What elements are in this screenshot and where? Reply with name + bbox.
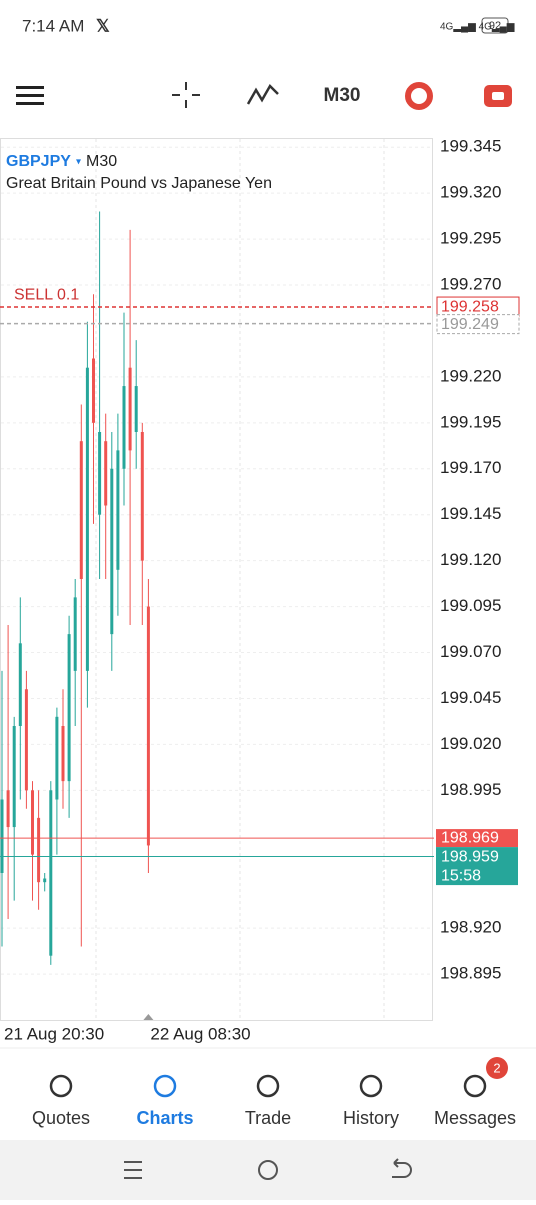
y-tick-label: 199.270 xyxy=(440,274,501,293)
timeframe-button[interactable]: M30 xyxy=(324,85,361,106)
signal: 4G▂▄▆ 4G▂▄▆ xyxy=(440,22,515,34)
bottom-nav xyxy=(0,1048,536,1140)
y-tick-label: 198.895 xyxy=(440,964,501,983)
status-time: 7:14 AM xyxy=(22,16,84,35)
indicators-button[interactable] xyxy=(246,83,279,105)
candle-body xyxy=(104,441,108,506)
y-tick-label: 199.170 xyxy=(440,458,501,477)
candle-body xyxy=(6,790,10,828)
candle-body xyxy=(92,358,95,423)
symbol[interactable]: GBPJPY xyxy=(6,153,71,170)
battery-level: 92 xyxy=(489,20,501,32)
bid-price: 198.969 xyxy=(441,829,499,846)
order-level-price: 199.249 xyxy=(441,316,499,333)
ask-box xyxy=(436,847,518,886)
y-tick-label: 199.220 xyxy=(440,366,501,385)
ask-price: 198.959 xyxy=(441,848,499,865)
y-tick-label: 199.070 xyxy=(440,642,501,661)
y-tick-label: 199.095 xyxy=(440,596,501,615)
y-tick-label: 199.295 xyxy=(440,229,501,248)
candle-body xyxy=(49,790,53,956)
candle-body xyxy=(79,441,83,579)
candle-body xyxy=(85,367,89,671)
symbol-dropdown: ▾ xyxy=(76,157,81,168)
chart-type-button[interactable] xyxy=(405,82,433,110)
nav-icon[interactable] xyxy=(256,1074,280,1098)
y-tick-label: 199.320 xyxy=(440,183,501,202)
order-price: 199.258 xyxy=(441,298,499,315)
nav-icon[interactable] xyxy=(49,1074,73,1098)
crosshair-button[interactable] xyxy=(172,82,200,108)
y-tick-label: 198.920 xyxy=(440,918,501,937)
nav-label[interactable]: History xyxy=(343,1108,399,1128)
x-tick-label: 21 Aug 20:30 xyxy=(4,1024,104,1043)
plot-frame xyxy=(0,138,433,1021)
candle-body xyxy=(116,450,120,570)
candle-body xyxy=(146,606,150,846)
y-tick-label: 199.195 xyxy=(440,412,501,431)
candle-body xyxy=(61,726,65,782)
current-bar-marker xyxy=(143,1014,154,1020)
y-tick-label: 199.345 xyxy=(440,137,501,156)
candle-body xyxy=(67,634,71,782)
nav-label[interactable]: Charts xyxy=(136,1108,193,1128)
menu-button[interactable] xyxy=(16,86,44,105)
nav-label[interactable]: Trade xyxy=(245,1108,291,1128)
candle-body xyxy=(73,597,77,671)
candle-body xyxy=(55,716,59,800)
bid-box xyxy=(436,829,518,848)
candle-body xyxy=(37,817,41,883)
nav-icon[interactable] xyxy=(359,1074,383,1098)
candle-body xyxy=(128,367,132,451)
vertical-grid xyxy=(95,139,385,1020)
system-bar xyxy=(0,1140,536,1200)
candle-body xyxy=(134,386,138,432)
y-tick-label: 199.045 xyxy=(440,688,501,707)
x-tick-label: 22 Aug 08:30 xyxy=(150,1024,250,1043)
order-level-box xyxy=(436,314,520,335)
x-icon: 𝕏 xyxy=(96,16,110,35)
candle-body xyxy=(140,432,144,561)
symbol-description: Great Britain Pound vs Japanese Yen xyxy=(6,175,272,192)
recents-button[interactable] xyxy=(124,1161,142,1179)
candle-body xyxy=(98,432,102,515)
nav-label[interactable]: Quotes xyxy=(32,1108,90,1128)
back-button[interactable] xyxy=(392,1158,412,1178)
battery xyxy=(481,17,509,34)
y-tick-label: 199.120 xyxy=(440,550,501,569)
nav-label[interactable]: Messages xyxy=(434,1108,516,1128)
candle-body xyxy=(12,726,16,828)
candle-body xyxy=(122,386,126,469)
home-button[interactable] xyxy=(258,1160,278,1180)
candle-body xyxy=(24,689,28,791)
candle-body xyxy=(31,790,34,855)
trade-icon xyxy=(492,92,504,100)
y-tick-label: 199.145 xyxy=(440,504,501,523)
y-tick-label: 199.020 xyxy=(440,734,501,753)
nav-icon[interactable] xyxy=(463,1074,487,1098)
nav-icon[interactable] xyxy=(153,1074,177,1098)
y-tick-label: 198.995 xyxy=(440,780,501,799)
order-label: SELL 0.1 xyxy=(14,286,79,303)
badge xyxy=(486,1057,508,1079)
bar-timer: 15:58 xyxy=(441,867,481,884)
candle-body xyxy=(18,643,22,726)
chart-timeframe: M30 xyxy=(86,153,117,170)
candle-body xyxy=(0,799,4,873)
candle-body xyxy=(110,468,114,635)
badge-count: 2 xyxy=(493,1060,500,1075)
candle-body xyxy=(43,878,47,883)
